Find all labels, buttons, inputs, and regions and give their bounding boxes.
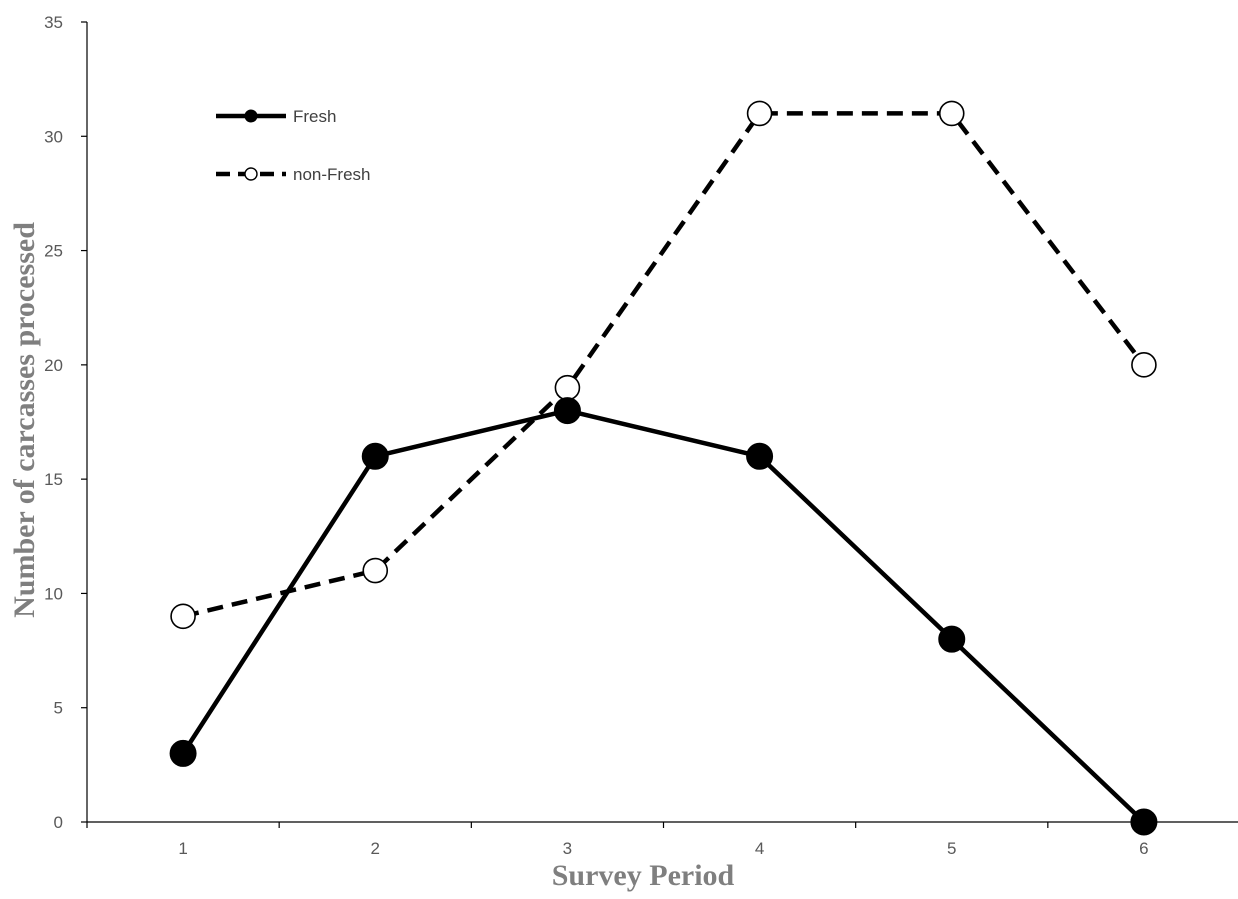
legend-marker-non-fresh (244, 167, 258, 181)
series-layer (169, 100, 1158, 836)
x-tick-label: 1 (178, 839, 187, 858)
data-point-fresh (553, 397, 581, 425)
data-point-non-fresh (938, 100, 965, 127)
data-point-non-fresh (554, 374, 581, 401)
y-tick-label: 20 (44, 356, 63, 375)
data-point-non-fresh (170, 603, 196, 630)
y-tick-label: 0 (54, 813, 63, 832)
legend-marker-fresh (244, 109, 258, 123)
y-tick-label: 10 (44, 584, 63, 603)
data-point-fresh (361, 442, 389, 470)
axes: 0 5 10 15 20 25 30 35 1 2 3 4 5 6 (44, 13, 1238, 858)
x-tick-label: 3 (563, 839, 572, 858)
x-tick-label: 2 (371, 839, 380, 858)
legend-label-fresh: Fresh (293, 107, 336, 126)
data-point-non-fresh (1131, 352, 1157, 378)
x-tick-label: 5 (947, 839, 956, 858)
data-point-fresh (938, 625, 966, 653)
data-point-non-fresh (746, 100, 773, 127)
y-tick-label: 15 (44, 470, 63, 489)
x-tick-label: 6 (1139, 839, 1148, 858)
data-point-fresh (169, 739, 197, 767)
series-line-fresh (181, 408, 1146, 824)
x-tick-label: 4 (755, 839, 764, 858)
y-ticks: 0 5 10 15 20 25 30 35 (44, 13, 87, 832)
data-point-fresh (1130, 808, 1158, 836)
y-tick-label: 35 (44, 13, 63, 32)
y-tick-label: 25 (44, 242, 63, 261)
y-tick-label: 5 (54, 699, 63, 718)
x-ticks: 1 2 3 4 5 6 (86, 822, 1149, 858)
y-tick-label: 30 (44, 127, 63, 146)
legend: Fresh non-Fresh (216, 107, 370, 184)
series-line-non-fresh (182, 111, 1146, 619)
y-axis-title: Number of carcasses processed (8, 222, 41, 618)
x-axis-title: Survey Period (552, 859, 735, 892)
legend-label-non-fresh: non-Fresh (293, 165, 370, 184)
data-point-non-fresh (362, 557, 389, 584)
data-point-fresh (746, 442, 774, 470)
